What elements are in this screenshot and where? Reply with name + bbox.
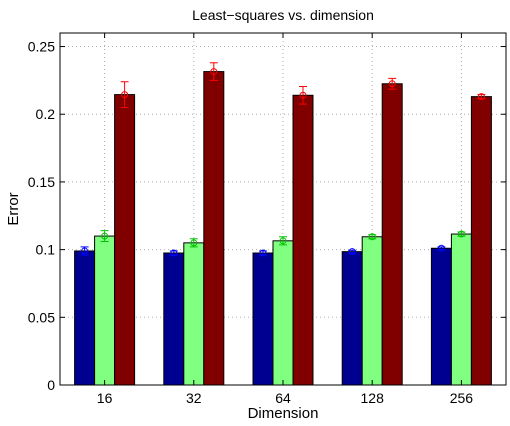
bar (272, 240, 294, 386)
grid-lines (60, 33, 506, 385)
mean-marker (299, 91, 307, 99)
y-tick-label: 0 (47, 377, 55, 393)
x-axis-label: Dimension (248, 405, 319, 422)
bar (163, 252, 185, 386)
x-tick-label: 32 (186, 390, 202, 406)
x-tick-label: 64 (275, 390, 291, 406)
mean-marker (368, 233, 376, 241)
bar (292, 94, 314, 386)
axis-ticks (60, 33, 506, 386)
mean-marker (457, 230, 465, 238)
mean-marker (348, 248, 356, 256)
y-tick-label: 0.15 (28, 174, 55, 190)
bar (470, 96, 492, 386)
mean-marker (477, 93, 485, 101)
bar (203, 71, 225, 386)
bar (361, 236, 383, 386)
mean-marker (259, 249, 267, 257)
mean-marker (437, 244, 445, 252)
mean-marker (279, 237, 287, 245)
chart-title: Least−squares vs. dimension (192, 7, 374, 23)
error-bars (80, 62, 486, 257)
x-tick-labels: 16 32 64 128 256 (97, 390, 473, 406)
x-tick-label: 16 (97, 390, 113, 406)
bar (183, 242, 205, 386)
bar (74, 250, 96, 386)
x-tick-label: 256 (450, 390, 474, 406)
mean-marker (101, 232, 109, 240)
bar (430, 247, 452, 386)
bar (341, 251, 363, 386)
mean-marker (388, 80, 396, 88)
y-tick-labels: 0 0.05 0.1 0.15 0.2 0.25 (28, 39, 55, 393)
bar (94, 235, 116, 386)
x-tick-label: 128 (361, 390, 385, 406)
y-tick-label: 0.1 (36, 242, 56, 258)
mean-marker (210, 68, 218, 76)
y-tick-label: 0.25 (28, 39, 55, 55)
bar (252, 252, 274, 386)
bar (381, 83, 403, 386)
mean-marker (121, 91, 129, 99)
bar (114, 94, 136, 386)
y-tick-label: 0.05 (28, 309, 55, 325)
bar (450, 233, 472, 386)
bars (74, 71, 492, 386)
y-axis-label: Error (5, 192, 22, 225)
mean-marker (170, 249, 178, 257)
y-tick-label: 0.2 (36, 106, 56, 122)
mean-marker (190, 239, 198, 247)
mean-marker (81, 247, 89, 255)
